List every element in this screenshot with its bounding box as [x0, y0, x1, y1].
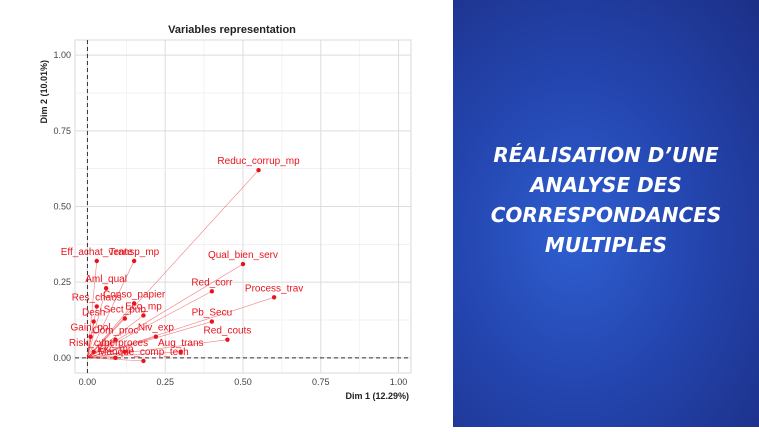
- point-label: Int_proces: [101, 338, 148, 349]
- point-segment: [87, 336, 91, 358]
- point-label: Risk_cyber: [69, 338, 119, 349]
- point-segment: [87, 260, 135, 358]
- point-segment: [87, 290, 213, 359]
- point-label: Niv_exp: [138, 323, 175, 334]
- point-segment: [87, 351, 181, 359]
- point-segment: [87, 297, 275, 359]
- grid-lines: [75, 40, 411, 373]
- y-tick-label: 1.00: [53, 50, 71, 60]
- data-point: [94, 258, 99, 264]
- data-point: [256, 167, 261, 173]
- point-label: Desh: [82, 308, 105, 319]
- data-point: [103, 286, 109, 291]
- data-point: [131, 258, 137, 264]
- data-point: [113, 355, 118, 361]
- data-point: [91, 349, 96, 355]
- data-point: [131, 301, 137, 306]
- data-point: [209, 319, 215, 324]
- correspondence-scatter-chart: Variables representation 0.00 0.25 0.50 0.7…: [39, 24, 412, 401]
- y-axis-label: Dim 2 (10.01%): [39, 60, 49, 124]
- point-label: Red_couts: [204, 326, 252, 337]
- headline-line-3: correspondances: [490, 202, 722, 227]
- data-point: [209, 289, 215, 294]
- point-segment: [87, 321, 212, 359]
- axes: 0.00 0.25 0.50 0.75 1.00 0.00 0.25 0.50 0.75 1.00: [53, 40, 411, 387]
- point-label: Qual_bien_serv: [208, 250, 278, 261]
- data-point: [178, 349, 183, 355]
- point-label: Reduc_corrup_mp: [217, 156, 300, 167]
- headline-line-2: analyse des: [530, 172, 682, 197]
- y-tick-label: 0.00: [53, 353, 71, 363]
- point-label: Pb_Secu: [192, 308, 233, 319]
- point-segment: [87, 339, 228, 359]
- point-segment: [87, 336, 156, 359]
- point-segment: [87, 303, 135, 359]
- point-label: Manque_comp_tech: [98, 347, 189, 358]
- data-point: [153, 334, 159, 339]
- y-tick-label: 0.25: [53, 277, 71, 287]
- data-point: [94, 304, 99, 309]
- title-panel: Réalisation d’une analyse des correspond…: [453, 0, 759, 427]
- point-segment: [87, 357, 144, 362]
- data-point: [240, 261, 246, 267]
- point-label: Gain_pol: [71, 323, 111, 334]
- headline: Réalisation d’une analyse des correspond…: [471, 140, 741, 260]
- point-label: Sect_pub: [104, 305, 147, 316]
- headline-line-4: multiples: [544, 232, 668, 257]
- headline-line-1: Réalisation d’une: [493, 142, 719, 167]
- point-segment: [87, 315, 144, 359]
- point-segment: [87, 339, 116, 359]
- x-tick-label: 0.00: [79, 377, 97, 387]
- point-label: Com_proc: [92, 326, 138, 337]
- point-label: Exc_mp: [97, 344, 134, 355]
- data-point: [141, 358, 146, 364]
- chart-panel: Variables representation 0.00 0.25 0.50 0.7…: [39, 24, 412, 401]
- point-label: Red_corr: [191, 277, 233, 288]
- data-point: [141, 313, 146, 318]
- point-label: Conso_papier: [103, 289, 166, 300]
- point-label: Aml_qual: [85, 274, 127, 285]
- data-point: [271, 295, 277, 300]
- data-point: [122, 349, 127, 355]
- data-point: [122, 316, 127, 321]
- x-tick-label: 0.75: [312, 377, 330, 387]
- x-tick-label: 0.50: [234, 377, 252, 387]
- point-label: Aug_trans: [158, 338, 204, 349]
- x-axis-label: Dim 1 (12.29%): [345, 391, 409, 401]
- point-label: Process_trav: [245, 283, 303, 294]
- data-point: [88, 334, 93, 339]
- point-label: Eco_mp: [125, 301, 162, 312]
- point-segment: [87, 288, 107, 358]
- x-tick-label: 1.00: [390, 377, 408, 387]
- point-label: Eff_achat_vente: [61, 247, 134, 258]
- data-point: [113, 337, 118, 342]
- point-label: Res_chaos: [72, 292, 122, 303]
- x-tick-label: 0.25: [156, 377, 174, 387]
- chart-title: Variables representation: [168, 24, 296, 36]
- point-segment: [87, 351, 125, 359]
- point-segment: [87, 263, 244, 359]
- data-point: [225, 337, 230, 342]
- y-tick-label: 0.75: [53, 126, 71, 136]
- point-segment: [87, 260, 98, 358]
- y-tick-label: 0.50: [53, 202, 71, 212]
- point-label: Transp_mp: [109, 247, 160, 258]
- data-point: [91, 319, 96, 324]
- point-segment: [87, 169, 259, 359]
